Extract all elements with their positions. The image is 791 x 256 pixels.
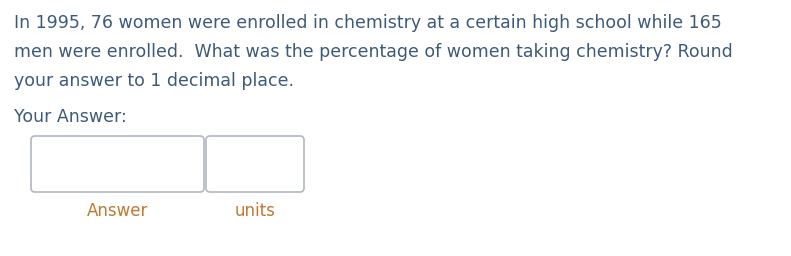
FancyBboxPatch shape [206, 136, 304, 192]
Text: In 1995, 76 women were enrolled in chemistry at a certain high school while 165: In 1995, 76 women were enrolled in chemi… [14, 14, 721, 32]
FancyBboxPatch shape [31, 136, 204, 192]
Text: Answer: Answer [87, 202, 148, 220]
Text: units: units [235, 202, 275, 220]
Text: your answer to 1 decimal place.: your answer to 1 decimal place. [14, 72, 294, 90]
Text: Your Answer:: Your Answer: [14, 108, 127, 126]
Text: men were enrolled.  What was the percentage of women taking chemistry? Round: men were enrolled. What was the percenta… [14, 43, 732, 61]
